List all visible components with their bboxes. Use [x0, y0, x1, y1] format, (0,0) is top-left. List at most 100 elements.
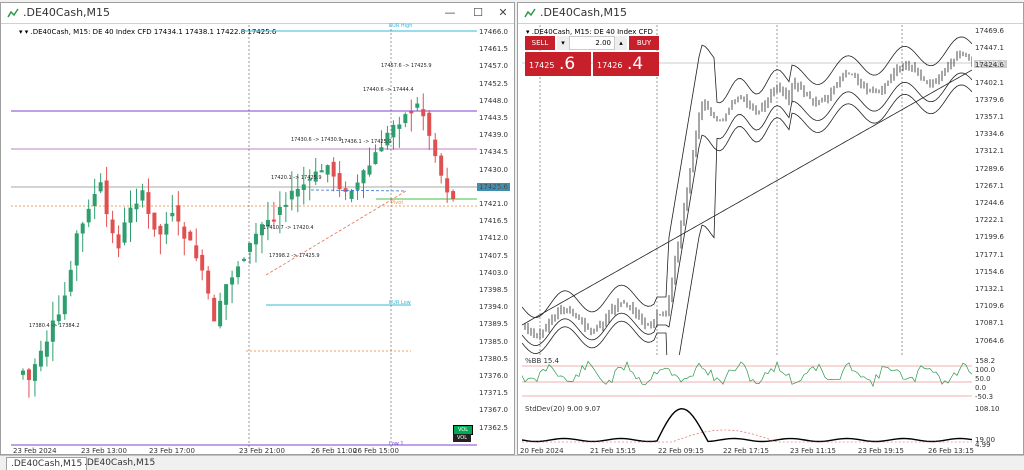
- sell-button[interactable]: SELL: [525, 36, 555, 50]
- candle-body: [164, 223, 169, 235]
- candle-body: [248, 243, 252, 252]
- candle-body: [253, 233, 258, 245]
- trade-annotation: 17410.7 -> 17420.4: [263, 225, 314, 231]
- left-chart-window[interactable]: .DE40Cash,M15 — ☐ ✕ ▾ ▾ .DE40Cash, M15: …: [0, 2, 515, 455]
- lot-increase-button[interactable]: ▴: [615, 36, 627, 50]
- right-y-tick: 17177.1: [975, 250, 1004, 259]
- right-x-tick: 22 Feb 09:15: [658, 447, 704, 455]
- left-y-tick: 17389.5: [479, 320, 508, 329]
- candle-body: [158, 225, 163, 235]
- candle-body: [403, 114, 408, 124]
- right-y-tick: 17424.6: [975, 61, 1004, 70]
- candle-body: [427, 112, 432, 136]
- bb-y-tick: -50.3: [975, 393, 994, 401]
- candle-body: [134, 203, 139, 210]
- candle-body: [146, 192, 151, 214]
- lot-decrease-button[interactable]: ▾: [557, 36, 569, 50]
- candle-body: [20, 370, 25, 375]
- close-button[interactable]: ✕: [498, 6, 508, 19]
- right-y-tick: 17379.6: [975, 95, 1004, 104]
- ask-price-pips: .4: [627, 54, 644, 74]
- candle-body: [307, 178, 312, 181]
- left-window-title: .DE40Cash,M15: [23, 6, 111, 19]
- trade-annotation: 17398.2 -> 17425.9: [269, 253, 320, 259]
- left-y-tick: 17425.6: [479, 182, 508, 191]
- chart-icon: [524, 8, 536, 18]
- bb-y-tick: 158.2: [975, 357, 996, 365]
- left-x-tick: 23 Feb 21:00: [239, 447, 285, 455]
- trade-annotation: 17436.1 -> 17425.9: [341, 139, 392, 145]
- candle-body: [74, 233, 79, 266]
- bb-indicator-panel[interactable]: [522, 356, 972, 402]
- bid-price-box[interactable]: 17425 .6: [525, 52, 591, 76]
- candle-body: [301, 184, 306, 191]
- moving-average: [522, 69, 972, 326]
- right-x-tick: 26 Feb 13:15: [928, 447, 974, 455]
- left-y-tick: 17367.0: [479, 406, 508, 415]
- left-price-chart[interactable]: [11, 25, 477, 447]
- left-y-tick: 17439.0: [479, 131, 508, 140]
- right-x-tick: 20 Feb 2024: [520, 447, 564, 455]
- candle-body: [200, 254, 205, 271]
- candle-body: [313, 171, 318, 182]
- left-y-tick: 17448.0: [479, 96, 508, 105]
- left-x-tick: 26 Feb 15:00: [353, 447, 399, 455]
- right-titlebar[interactable]: .DE40Cash,M15: [518, 3, 1023, 24]
- left-y-tick: 17421.0: [479, 200, 508, 208]
- candle-body: [194, 245, 199, 259]
- one-click-trading-panel: SELL ▾ 2.00 ▴ BUY 17425 .6 17426 .4: [525, 36, 660, 76]
- right-x-tick: 22 Feb 17:15: [723, 447, 769, 455]
- candle-body: [206, 270, 211, 294]
- tab-chart-1[interactable]: .DE40Cash,M15: [6, 457, 88, 470]
- bb-upper-band: [522, 36, 972, 318]
- right-y-tick: 17289.6: [975, 164, 1004, 173]
- left-y-tick: 17362.5: [479, 423, 508, 432]
- left-y-tick: 17371.5: [479, 389, 508, 398]
- right-price-chart[interactable]: [522, 25, 972, 355]
- candle-body: [44, 341, 49, 357]
- right-x-tick: 21 Feb 15:15: [590, 447, 636, 455]
- lot-size-input[interactable]: 2.00: [569, 36, 615, 50]
- right-y-tick: 17469.6: [975, 27, 1004, 35]
- candle-body: [26, 369, 31, 381]
- candle-body: [182, 226, 187, 239]
- candle-body: [218, 300, 223, 327]
- candle-body: [236, 266, 241, 278]
- right-y-tick: 17244.6: [975, 199, 1004, 207]
- left-y-tick: 17412.0: [479, 234, 508, 243]
- level-line-label: Pivot: [391, 200, 404, 206]
- bb-y-tick: 50.0: [975, 375, 991, 383]
- ask-price-box[interactable]: 17426 .4: [593, 52, 659, 76]
- minimize-button[interactable]: —: [444, 6, 456, 19]
- candle-body: [337, 173, 342, 190]
- candle-body: [188, 231, 193, 241]
- trade-annotation: 17420.1 -> 17425.9: [271, 175, 322, 181]
- left-titlebar[interactable]: .DE40Cash,M15 — ☐ ✕: [1, 3, 514, 24]
- candle-body: [331, 161, 336, 177]
- symbol-dropdown-icon[interactable]: ▾: [526, 28, 530, 36]
- bb-lower-band: [522, 72, 972, 355]
- candle-body: [409, 111, 414, 114]
- candle-body: [62, 295, 67, 315]
- left-y-tick: 17398.5: [479, 286, 508, 294]
- left-x-tick: 26 Feb 11:00: [311, 447, 357, 455]
- left-x-tick: 23 Feb 13:00: [81, 447, 127, 455]
- candle-body: [56, 314, 61, 322]
- std-y-tick: 108.10: [975, 405, 1000, 413]
- right-chart-window[interactable]: .DE40Cash,M15 ▾ .DE40Cash, M15: DE 40 In…: [517, 2, 1024, 455]
- candle-body: [283, 204, 288, 207]
- candle-body: [379, 147, 384, 152]
- left-y-tick: 17407.5: [479, 251, 508, 260]
- candle-body: [86, 208, 91, 223]
- right-y-tick: 17064.6: [975, 336, 1004, 345]
- trade-annotation: 17457.6 -> 17425.9: [381, 63, 432, 69]
- buy-button[interactable]: BUY: [629, 36, 659, 50]
- candle-body: [289, 190, 294, 200]
- right-window-title: .DE40Cash,M15: [540, 6, 628, 19]
- maximize-button[interactable]: ☐: [473, 6, 483, 19]
- bb-y-tick: 0.0: [975, 384, 987, 392]
- stddev-indicator-panel[interactable]: [522, 404, 972, 446]
- tab-chart-2[interactable]: .DE40Cash,M15: [84, 458, 156, 468]
- symbol-dropdown-icon[interactable]: ▾ ▾: [19, 28, 29, 36]
- right-y-tick: 17267.1: [975, 181, 1004, 190]
